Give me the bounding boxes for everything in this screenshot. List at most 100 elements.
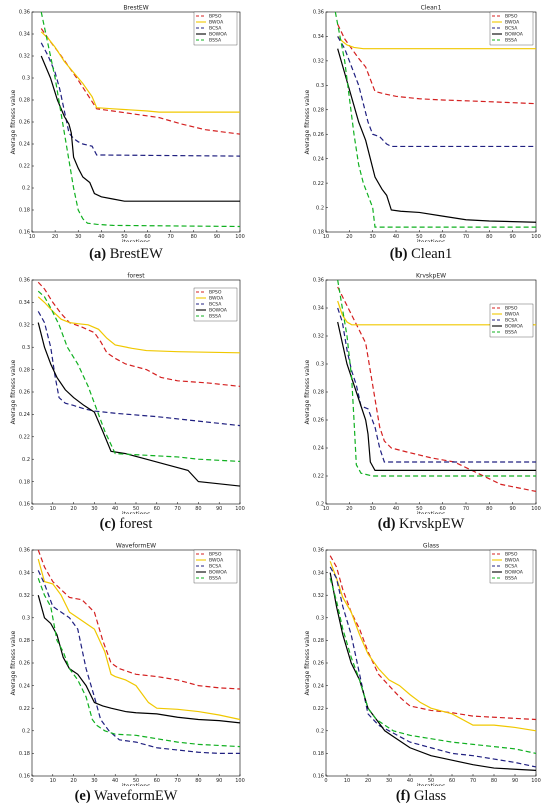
x-axis-label: iterations <box>417 511 445 514</box>
legend-label-bssa: BSSA <box>209 576 222 582</box>
x-tick-label: 10 <box>344 778 350 784</box>
x-tick-label: 100 <box>235 234 245 240</box>
x-tick-label: 20 <box>365 778 371 784</box>
series-line-bowoa <box>337 48 537 223</box>
chart-panel-clean1: Clean1 10 20 30 40 50 60 70 80 90 100 0.18 0.2 0.22 0.… <box>300 2 542 264</box>
x-tick-label: 50 <box>133 778 139 784</box>
y-tick-label: 0.36 <box>313 548 324 554</box>
y-tick-label: 0.3 <box>22 345 30 351</box>
legend-label-bwoa: BWOA <box>209 558 224 564</box>
x-tick-label: 0 <box>30 778 33 784</box>
legend-label-bwoa: BWOA <box>209 20 224 26</box>
series-line-bcsa <box>329 566 537 768</box>
legend-label-bowoa: BOWOA <box>505 324 524 330</box>
series-line-bwoa <box>40 31 240 113</box>
x-tick-label: 20 <box>52 234 58 240</box>
legend-label-bpso: BPSO <box>209 290 222 296</box>
x-tick-label: 80 <box>486 506 492 512</box>
x-tick-label: 40 <box>393 234 399 240</box>
series-line-bowoa <box>337 321 536 471</box>
y-tick-label: 0.3 <box>22 616 30 622</box>
x-tick-label: 40 <box>112 778 118 784</box>
y-tick-label: 0.3 <box>22 76 30 82</box>
y-tick-label: 0.18 <box>313 230 324 236</box>
x-tick-label: 20 <box>346 234 352 240</box>
x-tick-label: 70 <box>470 778 476 784</box>
x-tick-label: 100 <box>531 506 541 512</box>
legend-label-bpso: BPSO <box>209 14 222 20</box>
y-tick-label: 0.3 <box>316 83 324 89</box>
series-line-bcsa <box>337 36 536 148</box>
series-line-bssa <box>337 279 536 477</box>
y-tick-label: 0.18 <box>19 208 30 214</box>
x-tick-label: 50 <box>416 234 422 240</box>
series-line-bpso <box>337 286 537 492</box>
y-tick-label: 0.28 <box>19 367 30 373</box>
chart-title: WaveformEW <box>116 543 156 550</box>
y-tick-label: 0.34 <box>313 34 324 40</box>
chart-panel-forest: forest 0 10 20 30 40 50 60 70 80 90 100 0.16 0.18 0.2 0… <box>6 270 246 536</box>
series-line-bcsa <box>37 570 240 754</box>
legend-label-bowoa: BOWOA <box>505 32 524 38</box>
y-tick-label: 0.32 <box>19 323 30 329</box>
legend-label-bowoa: BOWOA <box>505 570 524 576</box>
chart-panel-glass: Glass 0 10 20 30 40 50 60 70 80 90 100 0.16 0.18 0.2 0.… <box>300 540 542 810</box>
y-tick-label: 0.32 <box>19 54 30 60</box>
series-line-bowoa <box>40 55 240 202</box>
x-axis-label: iterations <box>122 239 150 242</box>
y-tick-label: 0.26 <box>313 132 324 138</box>
y-tick-label: 0.32 <box>313 59 324 65</box>
y-tick-label: 0.18 <box>313 751 324 757</box>
legend-label-bwoa: BWOA <box>209 296 224 302</box>
caption-glass: (f) Glass <box>395 788 447 804</box>
y-tick-label: 0.36 <box>313 278 324 284</box>
legend-label-bcsa: BCSA <box>505 564 518 570</box>
legend-label-bwoa: BWOA <box>505 20 520 26</box>
chart-panel-brestew: BrestEW 10 20 30 40 50 60 70 80 90 100 0.16 0.18 0.2 0… <box>6 2 246 264</box>
x-tick-label: 30 <box>369 234 375 240</box>
y-tick-label: 0.34 <box>19 300 30 306</box>
legend-label-bssa: BSSA <box>209 38 222 44</box>
y-tick-label: 0.2 <box>316 729 324 735</box>
x-axis-label: iterations <box>122 511 150 514</box>
y-tick-label: 0.28 <box>313 390 324 396</box>
series-line-bowoa <box>37 322 241 487</box>
y-axis-label: Average fitness value <box>10 630 17 695</box>
caption-forest: (c) forest <box>99 516 153 532</box>
y-tick-label: 0.22 <box>313 474 324 480</box>
waveformew-chart: WaveformEW 0 10 20 30 40 50 60 70 80 90 100 0.16 0.18… <box>10 543 245 787</box>
y-tick-label: 0.2 <box>316 205 324 211</box>
chart-title: Clean1 <box>421 5 442 12</box>
x-tick-label: 60 <box>449 778 455 784</box>
x-tick-label: 60 <box>439 234 445 240</box>
legend-label-bpso: BPSO <box>209 552 222 558</box>
chart-title: BrestEW <box>123 5 148 12</box>
y-tick-label: 0.24 <box>19 412 30 418</box>
y-tick-label: 0.26 <box>313 418 324 424</box>
y-tick-label: 0.28 <box>313 638 324 644</box>
series-line-bssa <box>37 290 241 463</box>
y-tick-label: 0.26 <box>19 661 30 667</box>
y-tick-label: 0.16 <box>19 230 30 236</box>
chart-panel-krvskpew: KrvskpEW 10 20 30 40 50 60 70 80 90 100 0.2 0.22 0.24… <box>300 270 542 536</box>
y-tick-label: 0.28 <box>313 107 324 113</box>
x-tick-label: 60 <box>439 506 445 512</box>
y-tick-label: 0.3 <box>316 616 324 622</box>
y-axis-label: Average fitness value <box>304 89 311 154</box>
series-line-bssa <box>329 578 537 754</box>
x-tick-label: 80 <box>195 778 201 784</box>
series-line-bpso <box>37 281 241 387</box>
series-line-bwoa <box>37 296 241 354</box>
x-tick-label: 30 <box>369 506 375 512</box>
brestew-chart: BrestEW 10 20 30 40 50 60 70 80 90 100 0.16 0.18 0.2 0… <box>10 5 245 243</box>
x-tick-label: 100 <box>235 778 245 784</box>
x-tick-label: 90 <box>216 778 222 784</box>
x-tick-label: 80 <box>486 234 492 240</box>
y-tick-label: 0.24 <box>19 683 30 689</box>
x-tick-label: 20 <box>70 506 76 512</box>
y-tick-label: 0.2 <box>22 457 30 463</box>
series-line-bcsa <box>40 42 241 157</box>
